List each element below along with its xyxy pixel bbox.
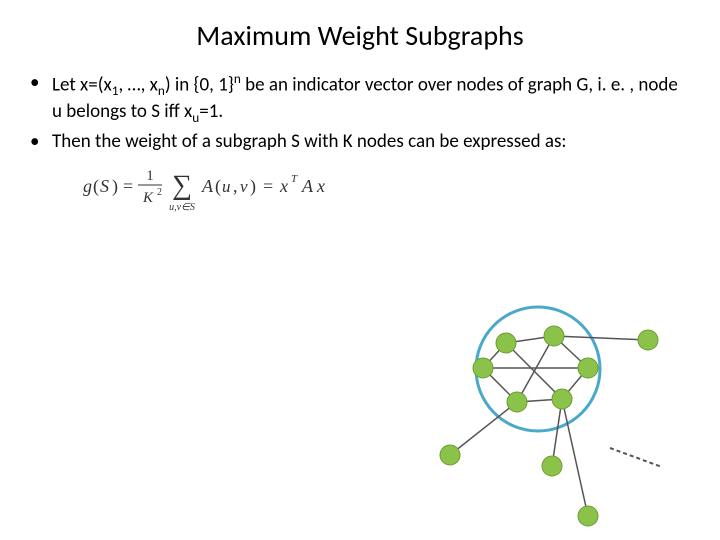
svg-text:u: u <box>222 177 231 196</box>
graph-node <box>552 389 572 409</box>
svg-text:S: S <box>100 176 109 196</box>
svg-text:v: v <box>240 177 248 196</box>
bullet-item: • Let x=(x1, …, xn) in {0, 1}n be an ind… <box>30 71 690 126</box>
graph-node <box>578 358 598 378</box>
svg-text:A: A <box>301 176 314 196</box>
graph-node <box>473 358 493 378</box>
svg-text:K: K <box>142 190 154 206</box>
bullet-text: Let x=(x1, …, xn) in {0, 1}n be an indic… <box>52 71 690 126</box>
dashed-line <box>610 448 662 467</box>
svg-text:(: ( <box>93 176 99 197</box>
svg-text:g: g <box>83 176 92 196</box>
bullet-item: • Then the weight of a subgraph S with K… <box>30 130 690 154</box>
graph-edge <box>562 399 588 516</box>
svg-text:∑: ∑ <box>172 170 192 201</box>
svg-text:x: x <box>316 176 325 196</box>
svg-text:A: A <box>201 176 214 196</box>
graph-node <box>507 392 527 412</box>
formula-svg: g(S)=1K2∑u,v∈SA(u,v)=xTAx <box>80 160 370 215</box>
graph-container <box>410 300 690 530</box>
svg-text:): ) <box>250 176 256 197</box>
bullet-marker: • <box>30 71 52 126</box>
svg-text:(: ( <box>215 176 221 197</box>
svg-text:): ) <box>112 176 118 197</box>
graph-node <box>578 506 598 526</box>
svg-text:2: 2 <box>157 187 162 198</box>
svg-text:1: 1 <box>146 168 154 184</box>
svg-text:=: = <box>263 176 273 196</box>
bullet-list: • Let x=(x1, …, xn) in {0, 1}n be an ind… <box>0 63 720 154</box>
svg-text:x: x <box>279 176 288 196</box>
graph-edge <box>554 336 648 340</box>
graph-edge <box>450 402 517 455</box>
svg-text:u,v∈S: u,v∈S <box>169 202 195 213</box>
graph-node <box>638 330 658 350</box>
graph-node <box>542 456 562 476</box>
svg-text:,: , <box>233 176 238 196</box>
svg-text:T: T <box>291 173 298 185</box>
bullet-text: Then the weight of a subgraph S with K n… <box>52 130 690 154</box>
graph-svg <box>410 300 690 530</box>
graph-node <box>496 333 516 353</box>
page-title: Maximum Weight Subgraphs <box>0 0 720 63</box>
bullet-marker: • <box>30 130 52 154</box>
formula: g(S)=1K2∑u,v∈SA(u,v)=xTAx <box>80 160 720 220</box>
graph-node <box>440 445 460 465</box>
svg-text:=: = <box>123 176 133 196</box>
graph-node <box>544 326 564 346</box>
graph-edge <box>517 336 554 402</box>
